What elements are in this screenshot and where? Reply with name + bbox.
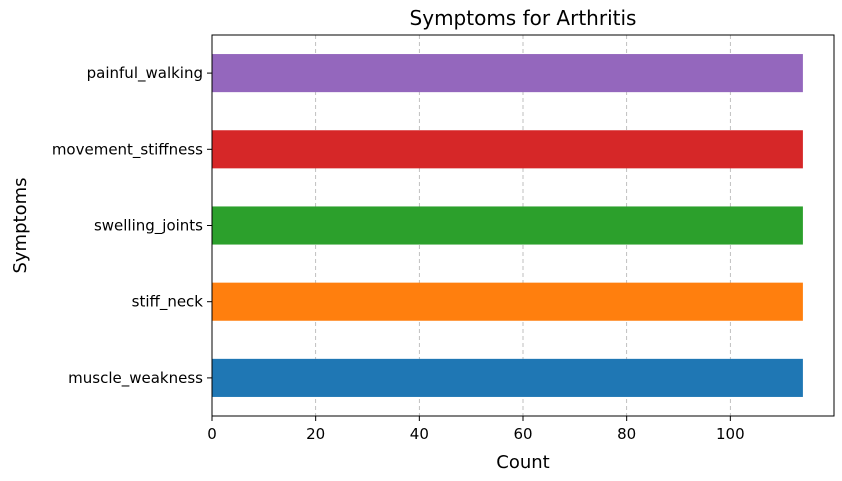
bar-painful-walking [212,54,803,93]
x-tick-label: 100 [716,425,745,443]
bar-stiff-neck [212,282,803,321]
y-tick-label: movement_stiffness [52,140,203,159]
x-axis-ticks: 0 20 40 60 80 100 [207,416,745,443]
bar-muscle-weakness [212,358,803,397]
x-tick-label: 40 [410,425,429,443]
y-axis-ticks: muscle_weakness stiff_neck swelling_joints… [52,64,212,388]
y-tick-label: painful_walking [87,64,203,83]
x-tick-label: 60 [513,425,532,443]
bar-movement-stiffness [212,130,803,169]
chart-title: Symptoms for Arthritis [410,6,637,30]
y-axis-title: Symptoms [10,177,31,273]
bar-swelling-joints [212,206,803,245]
bars [212,54,803,397]
x-axis-title: Count [496,452,549,473]
x-tick-label: 0 [207,425,217,443]
x-tick-label: 80 [617,425,636,443]
y-tick-label: muscle_weakness [68,369,203,388]
y-tick-label: swelling_joints [94,217,203,236]
x-tick-label: 20 [306,425,325,443]
y-tick-label: stiff_neck [132,293,204,312]
